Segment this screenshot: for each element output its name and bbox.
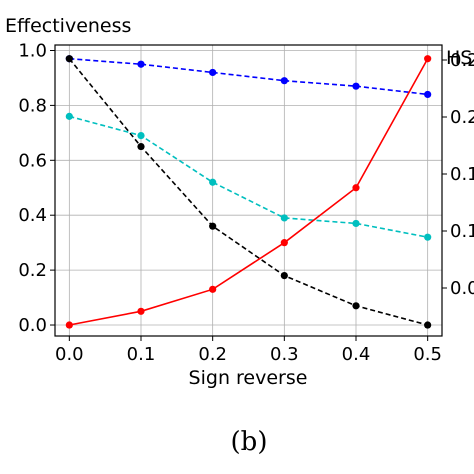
series-point-2 [209,178,217,186]
series-point-1 [65,55,73,63]
y-tick-label-right: 0.2 [450,107,474,128]
series-point-2 [424,233,432,241]
y-tick-label-left: 0.8 [18,95,47,116]
figure-caption: (b) [231,427,268,457]
y-axis-label-right: HS [446,47,472,69]
y-tick-label-left: 0.0 [18,315,47,336]
x-tick-label: 0.4 [342,344,371,365]
y-tick-label-left: 0.4 [18,205,47,226]
series [65,55,432,329]
series-point-3 [137,307,145,315]
y-axis-label-left: Effectiveness [5,15,131,37]
y-tick-label-right: 0.1 [450,164,474,185]
x-axis-label: Sign reverse [189,367,308,389]
series-point-3 [209,285,217,293]
series-point-3 [352,184,360,192]
series-point-0 [209,68,217,77]
y-tick-label-right: 0.2 [450,50,474,71]
x-tick-label: 0.0 [55,344,84,365]
series-point-0 [280,77,288,85]
series-point-2 [280,214,288,222]
series-point-2 [352,219,360,228]
axes: 0.0 0.1 0.2 0.3 0.4 0.5 0.0 0.2 0.4 0.6 0.8 1.0 0.2 0… [18,40,474,365]
series-point-1 [424,321,432,329]
y-tick-label-right: 0.1 [450,221,474,242]
series-point-3 [65,321,73,329]
series-line-0 [69,57,428,96]
y-tick-label-left: 0.2 [18,260,47,281]
series-point-3 [424,55,432,63]
plot-frame [54,44,443,337]
x-tick-label: 0.1 [127,344,156,365]
y-tick-label-right: 0.0 [450,278,474,299]
series-point-1 [137,142,145,151]
series-point-1 [209,222,217,230]
series-point-2 [137,131,145,140]
series-point-1 [280,272,288,280]
series-point-0 [352,82,360,90]
x-tick-label: 0.2 [198,344,227,365]
series-point-1 [352,302,360,310]
series-line-2 [69,115,428,238]
x-tick-label: 0.3 [270,344,299,365]
series-line-3 [69,58,429,326]
series-point-0 [424,90,432,99]
y-tick-label-left: 0.6 [18,150,47,171]
series-line-1 [68,58,428,326]
series-point-0 [137,60,145,68]
series-point-2 [65,112,73,120]
x-tick-label: 0.5 [413,344,442,365]
series-point-3 [280,239,288,247]
y-tick-label-left: 1.0 [18,40,47,61]
